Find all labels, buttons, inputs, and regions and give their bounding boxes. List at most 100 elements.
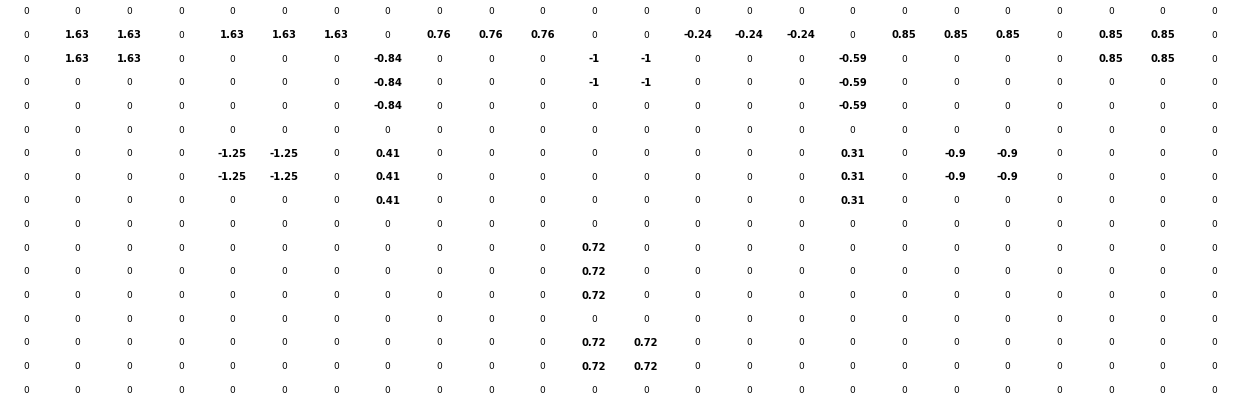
Text: 0: 0	[1159, 243, 1166, 252]
Text: 0: 0	[334, 385, 339, 394]
Text: 0.41: 0.41	[374, 172, 401, 182]
Text: 0: 0	[74, 220, 81, 229]
Text: 0: 0	[954, 196, 959, 205]
Text: 0: 0	[1159, 361, 1166, 370]
Text: 0: 0	[1109, 125, 1114, 134]
Text: 0: 0	[24, 314, 29, 323]
Text: 0: 0	[746, 385, 751, 394]
Text: 0: 0	[1056, 125, 1061, 134]
Text: 0: 0	[229, 385, 236, 394]
Text: 0: 0	[694, 78, 701, 87]
Text: 0: 0	[179, 102, 184, 111]
Text: 0: 0	[901, 314, 906, 323]
Text: 0: 0	[24, 267, 29, 276]
Text: -0.9: -0.9	[945, 172, 967, 182]
Text: 0: 0	[334, 338, 339, 346]
Text: 0: 0	[384, 125, 391, 134]
Text: 0: 0	[591, 385, 596, 394]
Text: 0: 0	[24, 385, 29, 394]
Text: 0: 0	[694, 220, 701, 229]
Text: 0: 0	[849, 220, 856, 229]
Text: 0: 0	[1109, 196, 1114, 205]
Text: 0: 0	[179, 125, 184, 134]
Text: 0: 0	[644, 385, 649, 394]
Text: 0: 0	[901, 385, 906, 394]
Text: 0: 0	[1109, 361, 1114, 370]
Text: 0: 0	[1109, 314, 1114, 323]
Text: 0: 0	[901, 55, 906, 63]
Text: 0: 0	[1004, 220, 1011, 229]
Text: 0: 0	[954, 385, 959, 394]
Text: 0: 0	[179, 361, 184, 370]
Text: 0: 0	[126, 338, 131, 346]
Text: 0: 0	[746, 338, 751, 346]
Text: 0: 0	[179, 55, 184, 63]
Text: 0: 0	[849, 361, 856, 370]
Text: 0: 0	[334, 149, 339, 158]
Text: 0: 0	[746, 172, 751, 181]
Text: 0: 0	[74, 149, 81, 158]
Text: 0: 0	[1004, 267, 1011, 276]
Text: 0: 0	[1056, 196, 1061, 205]
Text: 0: 0	[799, 243, 804, 252]
Text: 0: 0	[179, 290, 184, 299]
Text: 0: 0	[126, 361, 131, 370]
Text: 0: 0	[1056, 172, 1061, 181]
Text: 0: 0	[746, 243, 751, 252]
Text: 0: 0	[24, 7, 29, 16]
Text: 0: 0	[126, 149, 131, 158]
Text: 0.41: 0.41	[374, 196, 401, 205]
Text: 0: 0	[539, 149, 546, 158]
Text: 0: 0	[954, 125, 959, 134]
Text: 0: 0	[1159, 196, 1166, 205]
Text: 0: 0	[539, 385, 546, 394]
Text: 0: 0	[1211, 220, 1216, 229]
Text: 0: 0	[334, 196, 339, 205]
Text: 0: 0	[1159, 385, 1166, 394]
Text: -0.59: -0.59	[838, 54, 867, 64]
Text: 0: 0	[591, 31, 596, 40]
Text: -0.84: -0.84	[373, 77, 402, 87]
Text: 0: 0	[179, 338, 184, 346]
Text: -0.24: -0.24	[683, 30, 712, 41]
Text: 0: 0	[1056, 385, 1061, 394]
Text: 0: 0	[436, 385, 441, 394]
Text: 0: 0	[1159, 125, 1166, 134]
Text: 0: 0	[1159, 338, 1166, 346]
Text: 0: 0	[694, 267, 701, 276]
Text: 0: 0	[179, 220, 184, 229]
Text: 0: 0	[1004, 7, 1011, 16]
Text: 0: 0	[901, 125, 906, 134]
Text: 0: 0	[126, 220, 131, 229]
Text: 0: 0	[644, 243, 649, 252]
Text: 0: 0	[489, 149, 494, 158]
Text: 0: 0	[436, 149, 441, 158]
Text: 0: 0	[179, 196, 184, 205]
Text: 0: 0	[849, 314, 856, 323]
Text: -0.24: -0.24	[786, 30, 815, 41]
Text: 0: 0	[179, 385, 184, 394]
Text: 0: 0	[1159, 267, 1166, 276]
Text: 0: 0	[229, 290, 236, 299]
Text: 0: 0	[74, 243, 81, 252]
Text: 0: 0	[1211, 243, 1216, 252]
Text: 0: 0	[24, 220, 29, 229]
Text: 0: 0	[644, 172, 649, 181]
Text: 0: 0	[1109, 243, 1114, 252]
Text: 0: 0	[694, 361, 701, 370]
Text: 0: 0	[799, 55, 804, 63]
Text: 0: 0	[436, 314, 441, 323]
Text: 0: 0	[334, 314, 339, 323]
Text: 0: 0	[799, 78, 804, 87]
Text: 0: 0	[1056, 267, 1061, 276]
Text: 0.31: 0.31	[841, 196, 864, 205]
Text: 0: 0	[644, 7, 649, 16]
Text: 0: 0	[901, 7, 906, 16]
Text: 0: 0	[126, 385, 131, 394]
Text: 0: 0	[179, 149, 184, 158]
Text: 0: 0	[694, 243, 701, 252]
Text: -1.25: -1.25	[269, 148, 299, 158]
Text: 0: 0	[281, 55, 286, 63]
Text: 0: 0	[334, 172, 339, 181]
Text: 0: 0	[746, 220, 751, 229]
